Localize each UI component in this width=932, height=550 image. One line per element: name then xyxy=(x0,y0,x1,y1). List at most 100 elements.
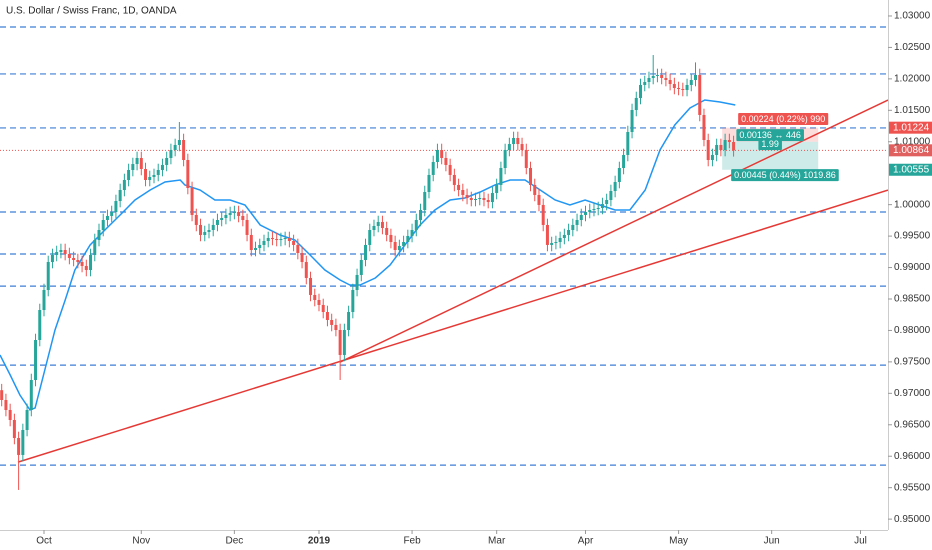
candle-body xyxy=(520,144,524,150)
candle-body xyxy=(550,243,554,245)
candle-body xyxy=(304,262,308,278)
candle-body xyxy=(575,220,579,225)
candle-body xyxy=(655,74,659,76)
candle-body xyxy=(689,80,693,85)
candle-body xyxy=(224,214,228,218)
last-price-tag: 1.00864 xyxy=(893,145,930,156)
candle-body xyxy=(325,312,329,320)
candle-body xyxy=(292,241,296,245)
candle-body xyxy=(406,235,410,243)
candle-body xyxy=(266,237,270,242)
y-tick-label: 0.98500 xyxy=(894,294,931,305)
candle-body xyxy=(199,224,203,235)
candle-body xyxy=(55,252,59,255)
candle-body xyxy=(414,220,418,230)
candle-body xyxy=(287,237,291,242)
candle-body xyxy=(309,277,313,295)
y-tick-label: 0.95500 xyxy=(894,482,931,493)
candle-body xyxy=(431,162,435,175)
candle-body xyxy=(681,88,685,90)
candle-body xyxy=(643,82,647,85)
candle-body xyxy=(313,294,317,300)
candle-body xyxy=(397,245,401,250)
candle-body xyxy=(423,192,427,210)
candle-body xyxy=(448,164,452,175)
candle-body xyxy=(165,157,169,165)
candle-body xyxy=(59,250,63,253)
candle-body xyxy=(440,150,444,158)
candle-body xyxy=(677,87,681,89)
candle-body xyxy=(8,410,12,420)
x-tick-label: Mar xyxy=(488,536,506,547)
center-label-bg xyxy=(736,129,804,142)
candle-body xyxy=(516,137,520,145)
candle-body xyxy=(347,312,351,330)
candle-body xyxy=(17,437,21,455)
candle-body xyxy=(507,144,511,150)
candle-body xyxy=(270,237,274,239)
ratio-label-bg xyxy=(758,138,782,151)
candle-body xyxy=(38,310,42,340)
candle-body xyxy=(545,224,549,245)
candle-body xyxy=(529,167,533,185)
x-tick-label: Dec xyxy=(225,536,243,547)
candle-body xyxy=(727,140,731,143)
candle-body xyxy=(342,330,346,355)
candle-body xyxy=(719,144,723,150)
candle-body xyxy=(664,77,668,80)
candle-body xyxy=(588,210,592,213)
candle-body xyxy=(562,234,566,238)
candle-body xyxy=(533,184,537,195)
candle-body xyxy=(393,242,397,250)
target-label-bg xyxy=(731,169,839,182)
candle-body xyxy=(571,224,575,230)
candle-body xyxy=(110,212,114,216)
y-tick-label: 1.00000 xyxy=(894,199,931,210)
candle-body xyxy=(702,114,706,140)
candle-body xyxy=(461,190,465,195)
candle-body xyxy=(156,170,160,175)
candle-body xyxy=(182,140,186,160)
candle-body xyxy=(334,324,338,330)
candle-body xyxy=(389,234,393,243)
candle-body xyxy=(359,260,363,275)
candle-body xyxy=(706,140,710,160)
candle-body xyxy=(474,198,478,200)
candle-body xyxy=(76,260,80,263)
candle-body xyxy=(232,212,236,214)
candle-body xyxy=(177,140,181,145)
candle-body xyxy=(139,157,143,169)
candle-body xyxy=(131,164,135,170)
y-tick-label: 1.02000 xyxy=(894,74,931,85)
candle-body xyxy=(630,110,634,133)
candle-body xyxy=(605,200,609,205)
candle-body xyxy=(118,190,122,202)
candle-body xyxy=(67,254,71,258)
candle-body xyxy=(21,430,25,455)
candle-body xyxy=(84,265,88,270)
candle-body xyxy=(144,168,148,180)
x-tick-label: Oct xyxy=(36,536,52,547)
candle-body xyxy=(211,224,215,230)
candle-body xyxy=(541,204,545,225)
candle-body xyxy=(592,208,596,210)
candle-body xyxy=(685,84,689,90)
candle-body xyxy=(254,247,258,250)
y-tick-label: 0.97500 xyxy=(894,357,931,368)
ratio-label: 1.99 xyxy=(761,139,779,149)
candle-body xyxy=(25,410,29,430)
candle-body xyxy=(490,193,494,203)
candle-body xyxy=(512,137,516,145)
y-tick-label: 1.03000 xyxy=(894,11,931,22)
candle-body xyxy=(4,400,8,410)
candle-body xyxy=(380,222,384,228)
y-tick-label: 1.01500 xyxy=(894,105,931,116)
y-tick-label: 0.95000 xyxy=(894,514,931,525)
candle-body xyxy=(609,191,613,200)
candle-body xyxy=(482,197,486,200)
candle-body xyxy=(469,197,473,200)
candle-body xyxy=(351,290,355,313)
x-tick-label: Apr xyxy=(578,536,594,547)
